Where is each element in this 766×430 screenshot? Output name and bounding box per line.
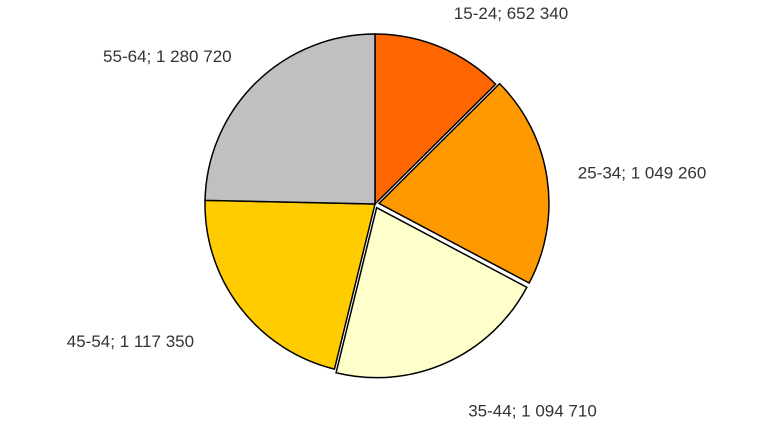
slice-label: 25-34; 1 049 260 <box>578 163 707 182</box>
pie-slice <box>204 33 376 205</box>
slice-label: 15-24; 652 340 <box>454 4 568 23</box>
slice-label: 55-64; 1 280 720 <box>103 47 232 66</box>
pie-slice <box>335 206 528 379</box>
pie-slice <box>204 199 376 371</box>
slice-label: 35-44; 1 094 710 <box>468 402 597 421</box>
slice-label: 45-54; 1 117 350 <box>67 332 194 351</box>
pie-slice <box>374 33 497 206</box>
pie-slice <box>377 82 550 285</box>
